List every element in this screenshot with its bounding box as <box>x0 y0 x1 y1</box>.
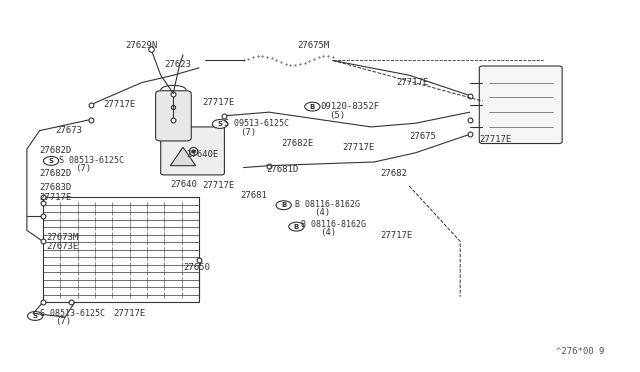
Text: 27717E: 27717E <box>342 143 374 152</box>
Text: 27681: 27681 <box>241 191 268 200</box>
Polygon shape <box>170 147 196 166</box>
Circle shape <box>276 201 291 210</box>
Text: 27682: 27682 <box>381 169 408 177</box>
Text: 27629N: 27629N <box>125 41 158 50</box>
Text: B: B <box>310 104 315 110</box>
Text: 27623: 27623 <box>164 60 191 69</box>
Text: 27673M: 27673M <box>46 233 78 242</box>
Text: 27673: 27673 <box>56 126 83 135</box>
Text: 27673E: 27673E <box>46 243 78 251</box>
Circle shape <box>44 157 59 165</box>
Text: 27675: 27675 <box>409 132 436 141</box>
Text: 27682D: 27682D <box>40 147 72 155</box>
Text: S: S <box>33 313 38 319</box>
Text: S 08513-6125C: S 08513-6125C <box>59 155 124 165</box>
Text: (4): (4) <box>314 208 330 217</box>
Text: S: S <box>218 121 223 127</box>
Text: 09120-8352F: 09120-8352F <box>320 102 379 111</box>
Text: 27717E: 27717E <box>381 231 413 240</box>
Text: B: B <box>281 202 286 208</box>
Text: 27717E: 27717E <box>113 309 145 318</box>
Text: 27717E: 27717E <box>202 99 234 108</box>
Text: S 08513-6125C: S 08513-6125C <box>40 309 104 318</box>
Text: 27717E: 27717E <box>396 78 429 87</box>
Text: 27650: 27650 <box>183 263 210 272</box>
FancyBboxPatch shape <box>479 66 562 144</box>
Text: 27681D: 27681D <box>266 165 298 174</box>
Bar <box>43 197 199 302</box>
Text: ^276*00 9: ^276*00 9 <box>556 347 604 356</box>
Text: 27717E: 27717E <box>479 135 511 144</box>
Text: (4): (4) <box>320 228 336 237</box>
Text: (7): (7) <box>241 128 257 137</box>
Circle shape <box>212 119 228 128</box>
Text: S 09513-6125C: S 09513-6125C <box>225 119 289 128</box>
Text: 27717E: 27717E <box>103 100 136 109</box>
Text: B: B <box>294 224 299 230</box>
Text: B 08116-8162G: B 08116-8162G <box>294 200 360 209</box>
Text: 27717E: 27717E <box>202 182 234 190</box>
Text: 27682E: 27682E <box>282 139 314 148</box>
Text: 27640: 27640 <box>170 180 197 189</box>
Text: 27683D: 27683D <box>40 183 72 192</box>
Text: S: S <box>49 158 54 164</box>
Text: 27682D: 27682D <box>40 169 72 177</box>
Circle shape <box>28 311 43 320</box>
Text: (5): (5) <box>330 111 346 121</box>
FancyBboxPatch shape <box>161 127 225 175</box>
Circle shape <box>305 102 320 111</box>
Text: 27717E: 27717E <box>40 193 72 202</box>
Text: B 08116-8162G: B 08116-8162G <box>301 220 366 229</box>
Text: (7): (7) <box>75 164 91 173</box>
Text: 27675M: 27675M <box>298 41 330 50</box>
Text: (7): (7) <box>56 317 72 326</box>
Text: 27640E: 27640E <box>186 150 218 159</box>
Circle shape <box>289 222 304 231</box>
FancyBboxPatch shape <box>156 91 191 141</box>
